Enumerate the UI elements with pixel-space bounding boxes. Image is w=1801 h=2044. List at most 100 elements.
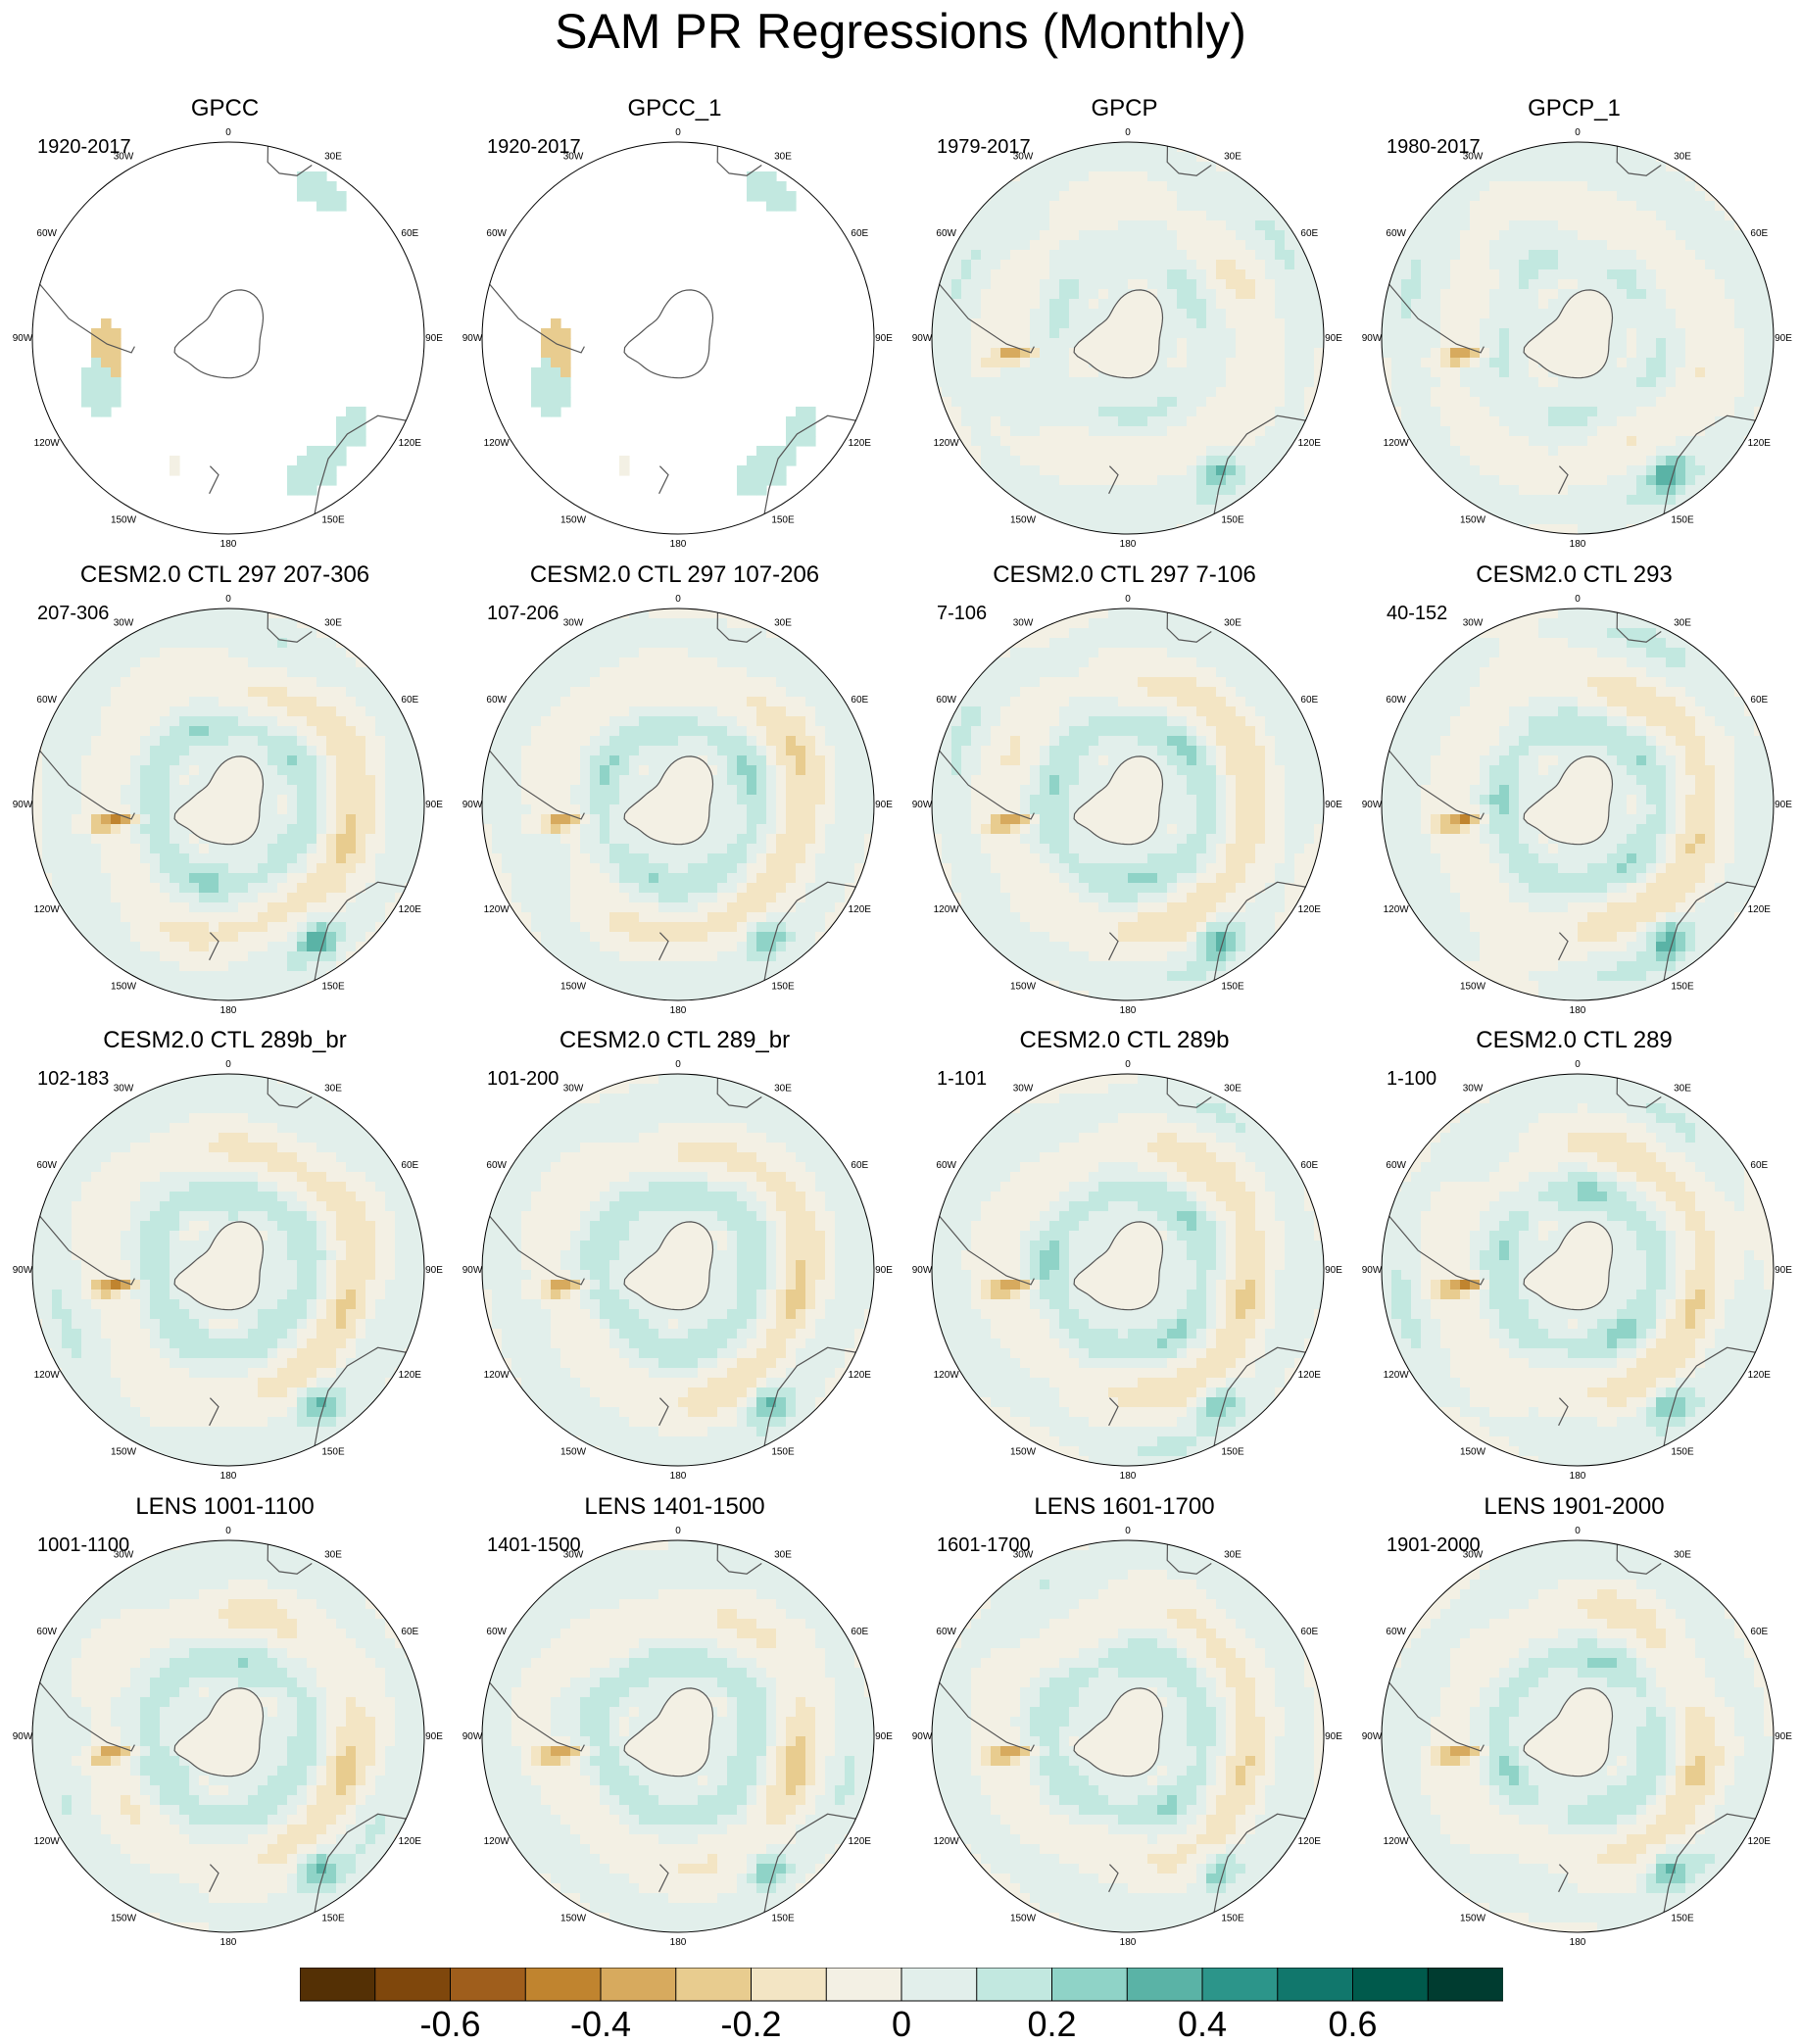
field-cell [405, 853, 415, 864]
field-cell [297, 971, 308, 982]
field-cell [658, 746, 669, 756]
field-cell [1157, 279, 1168, 290]
field-cell [150, 667, 161, 678]
field-cell [776, 765, 787, 776]
field-cell [1000, 211, 1011, 221]
field-cell [1118, 387, 1129, 398]
field-cell [375, 893, 386, 903]
field-cell [1480, 230, 1490, 241]
field-cell [238, 981, 249, 992]
field-cell [42, 765, 53, 776]
field-cell [590, 716, 601, 727]
field-cell [1391, 269, 1402, 280]
field-cell [1685, 456, 1696, 466]
field-cell [1049, 240, 1060, 251]
panel-period-label: 1920-2017 [487, 136, 581, 158]
field-cell [1617, 171, 1628, 182]
field-cell [737, 746, 748, 756]
field-cell [1676, 240, 1686, 251]
field-cell [72, 697, 82, 707]
field-cell [189, 785, 200, 796]
field-cell [111, 775, 122, 786]
field-cell [1636, 426, 1647, 437]
field-cell [1226, 162, 1237, 172]
field-cell [1705, 191, 1716, 202]
field-cell [238, 961, 249, 972]
field-cell [228, 922, 239, 933]
field-cell [1754, 240, 1765, 251]
field-cell [1431, 309, 1441, 319]
field-cell [1030, 387, 1041, 398]
field-cell [258, 873, 268, 884]
field-cell [150, 726, 161, 737]
field-cell [1411, 348, 1422, 359]
field-cell [111, 387, 122, 398]
field-cell [932, 299, 943, 310]
field-cell [1431, 367, 1441, 378]
field-cell [179, 618, 190, 629]
field-cell [1030, 230, 1041, 241]
field-cell [199, 648, 210, 658]
field-cell [1558, 240, 1569, 251]
field-cell [1147, 201, 1158, 212]
field-cell [1568, 514, 1579, 525]
field-cell [776, 726, 787, 737]
field-cell [1548, 377, 1559, 388]
field-cell [346, 667, 357, 678]
field-cell [1079, 211, 1090, 221]
field-cell [326, 795, 337, 805]
field-cell [1421, 338, 1432, 349]
field-cell [1440, 426, 1451, 437]
field-cell [776, 667, 787, 678]
field-cell [1666, 407, 1677, 417]
field-cell [1489, 318, 1500, 329]
field-cell [1118, 181, 1129, 192]
field-cell [1685, 269, 1696, 280]
field-cell [1294, 250, 1305, 261]
field-cell [1030, 416, 1041, 427]
field-cell [1049, 181, 1060, 192]
field-cell [1431, 387, 1441, 398]
field-cell [1216, 240, 1227, 251]
field-cell [356, 883, 366, 894]
field-cell [140, 706, 151, 717]
field-cell [1138, 397, 1148, 408]
field-cell [942, 387, 952, 398]
field-cell [1118, 436, 1129, 447]
field-cell [140, 677, 151, 688]
field-cell [717, 706, 728, 717]
field-cell [268, 697, 278, 707]
field-cell [52, 814, 63, 825]
field-cell [1764, 269, 1774, 280]
field-cell [1656, 367, 1667, 378]
field-cell [991, 416, 1001, 427]
field-cell [1597, 240, 1608, 251]
field-cell [1489, 181, 1500, 192]
field-cell [1470, 367, 1481, 378]
field-cell [170, 618, 180, 629]
field-cell [1010, 211, 1021, 221]
field-cell [81, 697, 92, 707]
field-cell [756, 736, 767, 747]
field-cell [1098, 426, 1109, 437]
field-cell [91, 795, 102, 805]
field-cell [1147, 162, 1158, 172]
field-cell [1138, 201, 1148, 212]
field-cell [248, 608, 259, 619]
field-cell [1069, 250, 1080, 261]
field-cell [277, 814, 288, 825]
field-cell [1206, 269, 1217, 280]
field-cell [1255, 279, 1266, 290]
field-cell [189, 893, 200, 903]
field-cell [1538, 397, 1549, 408]
field-cell [629, 746, 640, 756]
field-cell [62, 824, 73, 835]
panel-title: GPCC_1 [627, 95, 722, 122]
field-cell [639, 667, 650, 678]
field-cell [268, 746, 278, 756]
field-cell [121, 893, 131, 903]
field-cell [1480, 269, 1490, 280]
field-cell [1304, 426, 1315, 437]
field-cell [678, 706, 689, 717]
field-cell [170, 755, 180, 766]
